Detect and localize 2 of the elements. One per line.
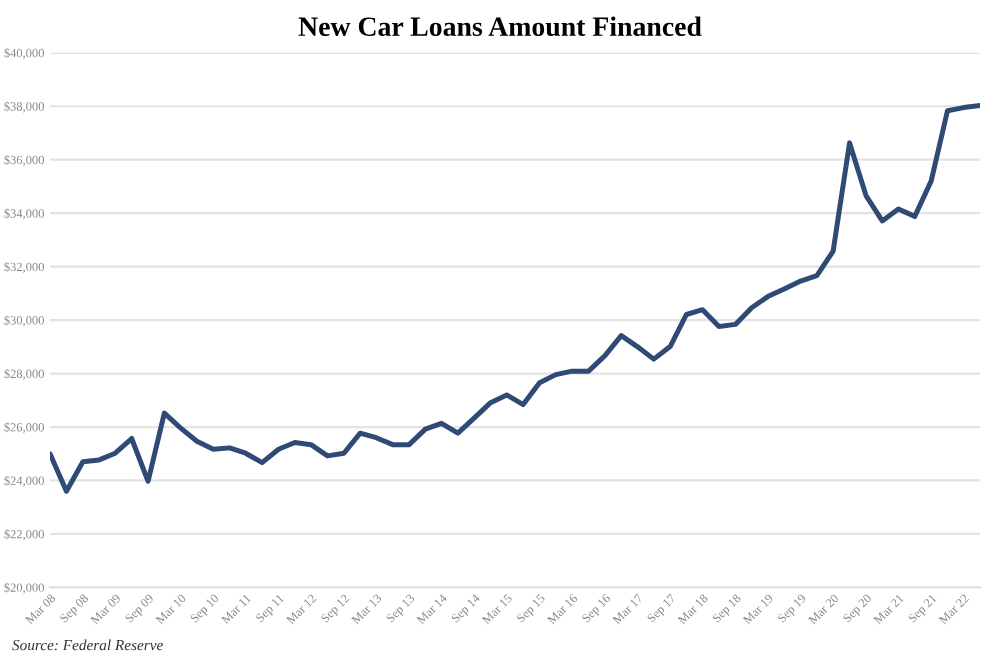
chart-title: New Car Loans Amount Financed bbox=[298, 16, 702, 37]
line-series bbox=[50, 102, 980, 494]
